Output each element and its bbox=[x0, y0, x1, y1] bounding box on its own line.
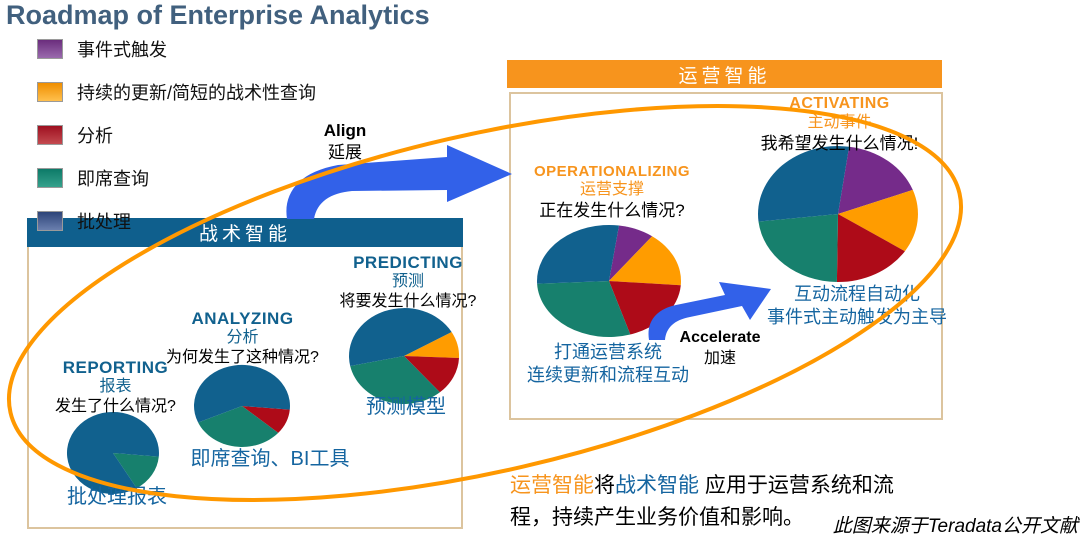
legend-item-label: 分析 bbox=[77, 126, 113, 146]
summary-tactical-term: 战术智能 bbox=[615, 474, 699, 497]
legend-item-label: 持续的更新/简短的战术性查询 bbox=[77, 83, 316, 103]
stage-analyzing-title: ANALYZING bbox=[191, 309, 294, 328]
stage-activating-question: 我希望发生什么情况! bbox=[760, 133, 919, 153]
blue-swatch-icon bbox=[37, 211, 63, 231]
legend-item-analysis: 分析 bbox=[37, 122, 316, 148]
stage-analyzing-question: 为何发生了这种情况? bbox=[166, 348, 319, 366]
page-title: Roadmap of Enterprise Analytics bbox=[6, 0, 430, 30]
legend-item-label: 事件式触发 bbox=[77, 40, 167, 60]
accelerate-arrow-label: Accelerate 加速 bbox=[665, 328, 775, 370]
legend-item-label: 批处理 bbox=[77, 212, 131, 232]
caption-interactive-automation-line2: 事件式主动触发为主导 bbox=[767, 306, 947, 327]
summary-connector: 将 bbox=[594, 474, 615, 497]
caption-interactive-automation: 互动流程自动化 事件式主动触发为主导 bbox=[748, 283, 966, 328]
caption-batch-reports: 批处理报表 bbox=[67, 486, 167, 508]
caption-predictive-model: 预测模型 bbox=[366, 396, 446, 418]
stage-predicting-title: PREDICTING bbox=[353, 253, 463, 272]
operational-panel-header: 运营智能 bbox=[507, 60, 942, 88]
legend-item-batch: 批处理 bbox=[37, 208, 316, 234]
legend-item-event-trigger: 事件式触发 bbox=[37, 36, 316, 62]
stage-reporting-question: 发生了什么情况? bbox=[55, 397, 176, 415]
stage-predicting-question: 将要发生什么情况? bbox=[339, 292, 477, 310]
red-swatch-icon bbox=[37, 125, 63, 145]
stage-analyzing: ANALYZING 分析 为何发生了这种情况? bbox=[160, 309, 325, 368]
accelerate-label-en: Accelerate bbox=[679, 329, 761, 346]
caption-interactive-automation-line1: 互动流程自动化 bbox=[794, 284, 920, 304]
purple-swatch-icon bbox=[37, 39, 63, 59]
align-label-zh: 延展 bbox=[328, 143, 362, 163]
caption-adhoc-bi-tools: 即席查询、BI工具 bbox=[190, 448, 350, 470]
stage-operationalizing-subtitle: 运营支撑 bbox=[579, 180, 644, 198]
stage-reporting-subtitle: 报表 bbox=[99, 378, 132, 396]
legend: 事件式触发 持续的更新/简短的战术性查询 分析 即席查询 批处理 bbox=[37, 36, 316, 234]
teal-swatch-icon bbox=[37, 168, 63, 188]
stage-activating-title: ACTIVATING bbox=[789, 95, 890, 112]
accelerate-label-zh: 加速 bbox=[703, 349, 736, 367]
stage-predicting-subtitle: 预测 bbox=[391, 273, 424, 291]
align-label-en: Align bbox=[323, 121, 367, 140]
stage-analyzing-subtitle: 分析 bbox=[226, 329, 259, 347]
stage-operationalizing-question: 正在发生什么情况? bbox=[539, 200, 685, 220]
stage-activating: ACTIVATING 主动事件 我希望发生什么情况! bbox=[757, 95, 922, 154]
orange-swatch-icon bbox=[37, 82, 63, 102]
stage-activating-subtitle: 主动事件 bbox=[807, 113, 872, 131]
stage-operationalizing: OPERATIONALIZING 运营支撑 正在发生什么情况? bbox=[518, 163, 706, 221]
legend-item-adhoc-query: 即席查询 bbox=[37, 165, 316, 191]
stage-predicting: PREDICTING 预测 将要发生什么情况? bbox=[328, 253, 488, 312]
align-arrow-label: Align 延展 bbox=[305, 120, 385, 164]
source-attribution: 此图来源于Teradata公开文献 bbox=[832, 516, 1078, 537]
legend-item-tactical-query: 持续的更新/简短的战术性查询 bbox=[37, 79, 316, 105]
legend-item-label: 即席查询 bbox=[77, 169, 149, 189]
stage-operationalizing-title: OPERATIONALIZING bbox=[533, 163, 691, 180]
summary-operational-term: 运营智能 bbox=[510, 474, 594, 497]
